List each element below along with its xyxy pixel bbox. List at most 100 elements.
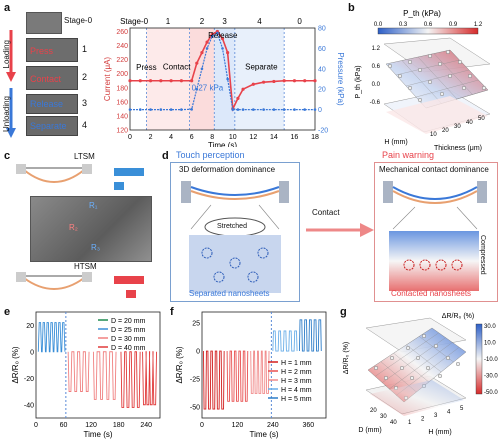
stage-band-5 <box>284 28 315 130</box>
x-tick-label: 0 <box>34 422 38 429</box>
stage-top-label: 1 <box>166 17 171 26</box>
legend-label: H = 2 mm <box>281 369 312 376</box>
stage-photo-4 <box>26 116 78 136</box>
trace-h4 <box>272 330 298 352</box>
stage-top-label: 3 <box>222 17 227 26</box>
data-point <box>433 344 438 349</box>
stage-band-0 <box>130 28 147 130</box>
plot-frame <box>201 311 327 419</box>
y-axis-label: H (mm) <box>384 139 407 146</box>
pressure-point <box>159 108 163 111</box>
x-axis-label: Thickness (μm) <box>434 145 482 152</box>
surface-grid <box>405 69 470 87</box>
y-tick-label: 0 <box>30 349 34 356</box>
z-tick-label: 0.6 <box>372 64 381 70</box>
y-tick-label: 20 <box>26 323 34 330</box>
x-axis-label: Time (s) <box>208 141 237 147</box>
colorbar-tick: -50.0 <box>484 390 498 396</box>
data-point <box>417 67 422 72</box>
current-point <box>241 87 245 91</box>
trace-h1 <box>203 350 225 410</box>
data-point <box>417 97 422 102</box>
pressure-point <box>303 108 307 111</box>
pressure-point <box>293 108 296 111</box>
trace-red-2 <box>120 351 141 408</box>
stage-top-label: Stage-0 <box>120 17 149 26</box>
legend-label: D = 20 mm <box>111 318 146 325</box>
x-tick-label: 120 <box>232 422 244 429</box>
x-tick-label: 16 <box>291 134 299 141</box>
y-tick-label: -20 <box>24 376 34 383</box>
data-point <box>447 73 452 78</box>
pressure-point <box>262 108 265 111</box>
x-tick-label: 1 <box>408 420 412 426</box>
x-axis-label: Time (s) <box>83 430 112 439</box>
data-point <box>421 334 426 339</box>
y-axis-label: ΔR/R₀ (%) <box>175 346 184 383</box>
legend-label: H = 3 mm <box>281 378 312 385</box>
surface-grid <box>433 53 473 95</box>
current-point <box>282 79 286 83</box>
y-tick-label: 240 <box>116 43 128 50</box>
stage-top-label: 0 <box>297 17 302 26</box>
x-tick-label: 14 <box>270 134 278 141</box>
stage-photo-label-4: Separate <box>30 121 67 131</box>
trace-red-1 <box>92 351 117 400</box>
colorbar-tick: 0.9 <box>449 22 458 28</box>
x-tick-label: 2 <box>421 417 425 423</box>
stretched-label: Stretched <box>217 223 247 230</box>
current-point <box>138 79 142 83</box>
trace-d25 <box>37 322 66 353</box>
y-tick-label: 120 <box>116 128 128 135</box>
x-tick-label: 30 <box>454 124 461 130</box>
panel-c-schematic: LTSM R₁ R₂ R₃ HTSM <box>14 152 159 302</box>
stage-num-1: 1 <box>82 44 88 54</box>
surface-grid <box>393 353 429 383</box>
legend-label: D = 40 mm <box>111 345 146 352</box>
pressure-point <box>180 108 183 111</box>
pressure-point <box>195 87 199 91</box>
pressure-point <box>231 108 235 111</box>
data-point <box>437 373 442 378</box>
trace-red-0 <box>67 351 90 392</box>
stage-photo-label-1: Press <box>30 46 54 56</box>
y2-axis-label: Pressure (kPa) <box>336 52 345 106</box>
pressure-point <box>241 108 245 111</box>
y-tick-label: 220 <box>116 57 128 64</box>
y2-tick-label: 80 <box>318 26 326 33</box>
unloading-arrow <box>6 88 16 138</box>
left-box-title: 3D deformation dominance <box>179 165 276 174</box>
x-tick-label: 10 <box>229 134 237 141</box>
y-tick-label: -40 <box>24 402 34 409</box>
y-axis-label: Current (μA) <box>103 57 112 102</box>
stage-photo-label-3: Release <box>30 99 64 109</box>
x-tick-label: 0 <box>128 134 132 141</box>
surface-grid <box>449 49 489 91</box>
contact-arrow <box>306 220 374 238</box>
pressure-point <box>200 67 204 71</box>
pressure-point <box>205 47 209 50</box>
pressure-point <box>272 108 276 111</box>
current-point <box>128 79 132 83</box>
unloading-label: Unloading <box>2 96 11 133</box>
pressure-point <box>226 77 229 81</box>
data-point <box>427 54 432 59</box>
r2-label: R₂ <box>69 223 78 232</box>
r1-label: R₁ <box>89 201 98 210</box>
annotation-press: Press <box>136 63 156 72</box>
x-tick-label: 3 <box>434 413 438 419</box>
x-tick-label: 40 <box>466 120 473 126</box>
plot-frame <box>129 27 316 131</box>
z-tick-label: -0.6 <box>370 100 381 106</box>
stretched-diagram <box>181 181 289 293</box>
pressure-point <box>190 108 193 111</box>
x-tick-label: 6 <box>190 134 194 141</box>
y-tick-label: 260 <box>116 29 128 36</box>
y2-tick-label: -20 <box>318 128 328 135</box>
y-tick-label: -50 <box>190 404 200 411</box>
z-axis-label: ΔR/R₀ (%) <box>343 342 350 374</box>
current-point <box>262 80 266 84</box>
trace-h5 <box>298 319 322 352</box>
pressure-point <box>313 108 317 111</box>
x-tick-label: 8 <box>210 134 214 141</box>
